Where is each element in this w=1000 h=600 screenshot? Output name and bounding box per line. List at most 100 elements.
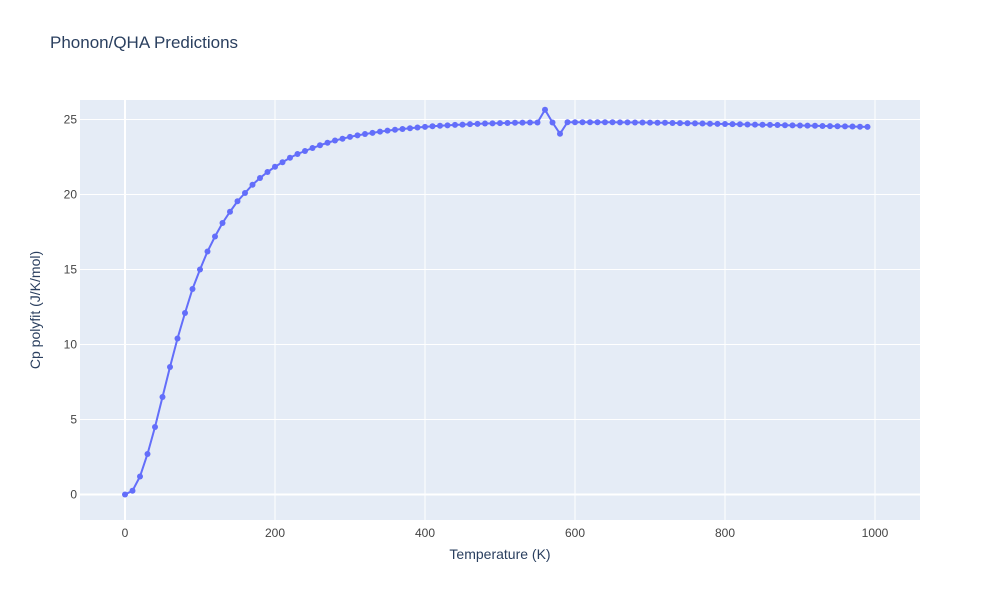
data-point xyxy=(579,119,586,126)
data-point xyxy=(279,159,286,166)
data-point xyxy=(347,133,353,140)
data-point xyxy=(422,123,428,130)
zero-line xyxy=(80,100,920,520)
x-tick-labels: 0 200 400 600 800 1000 xyxy=(122,526,889,540)
data-point xyxy=(384,127,391,134)
data-point xyxy=(684,120,691,127)
data-point xyxy=(542,106,548,113)
data-point xyxy=(587,119,593,126)
y-axis-label: Cp polyfit (J/K/mol) xyxy=(27,250,43,370)
data-point xyxy=(324,139,331,146)
data-point xyxy=(437,122,443,129)
y-tick-label: 25 xyxy=(64,113,78,127)
data-point xyxy=(624,119,631,126)
data-point xyxy=(399,125,406,132)
data-point xyxy=(842,123,848,130)
data-point xyxy=(699,120,706,127)
y-tick-label: 10 xyxy=(64,338,78,352)
data-point xyxy=(594,119,601,126)
data-point xyxy=(519,119,526,126)
series-layer xyxy=(122,106,871,498)
x-tick-label: 1000 xyxy=(862,526,889,540)
data-point xyxy=(354,132,361,139)
data-point xyxy=(819,122,826,129)
data-point xyxy=(849,123,856,130)
data-point xyxy=(752,121,758,128)
data-point xyxy=(789,122,796,129)
data-point xyxy=(242,190,248,196)
x-tick-label: 200 xyxy=(265,526,285,540)
data-point xyxy=(639,119,646,126)
data-point xyxy=(827,123,833,130)
data-point xyxy=(602,119,608,126)
data-point xyxy=(722,121,728,127)
data-point xyxy=(654,119,661,126)
x-tick-label: 400 xyxy=(415,526,435,540)
data-point xyxy=(144,451,151,457)
data-point xyxy=(204,248,211,255)
data-point xyxy=(264,169,271,175)
data-point xyxy=(677,120,683,127)
data-point xyxy=(609,119,616,126)
y-tick-label: 5 xyxy=(70,413,77,427)
data-point xyxy=(669,119,676,126)
y-tick-label: 20 xyxy=(64,188,78,202)
data-point xyxy=(782,122,788,129)
data-point xyxy=(227,208,233,215)
data-point xyxy=(729,121,736,128)
data-point xyxy=(137,473,143,480)
data-point xyxy=(407,125,413,132)
data-point xyxy=(504,119,511,126)
data-point xyxy=(774,122,781,129)
data-point xyxy=(557,130,563,137)
data-point xyxy=(707,120,713,127)
y-tick-labels: 0 5 10 15 20 25 xyxy=(64,113,78,502)
data-point xyxy=(647,119,653,126)
data-point xyxy=(122,491,128,498)
data-point xyxy=(294,151,301,157)
data-point xyxy=(444,122,451,129)
data-point xyxy=(632,119,638,126)
y-tick-label: 0 xyxy=(70,488,77,502)
data-point xyxy=(512,119,518,126)
data-point xyxy=(219,220,226,226)
data-point xyxy=(332,137,338,144)
data-point xyxy=(564,119,571,126)
data-point xyxy=(857,123,863,130)
data-point xyxy=(714,120,721,127)
data-point xyxy=(249,181,256,188)
y-tick-label: 15 xyxy=(64,263,78,277)
data-point xyxy=(167,364,173,370)
data-point xyxy=(174,335,181,342)
data-point xyxy=(377,128,383,135)
data-point xyxy=(159,394,166,400)
data-point xyxy=(459,121,466,128)
data-point xyxy=(429,123,436,130)
data-point xyxy=(309,145,316,151)
data-point xyxy=(152,424,158,430)
data-point xyxy=(317,142,323,149)
data-point xyxy=(759,121,766,128)
data-point xyxy=(797,122,803,129)
data-point xyxy=(662,119,668,126)
data-point xyxy=(129,487,136,494)
x-axis-label: Temperature (K) xyxy=(449,546,551,562)
data-point xyxy=(767,121,773,128)
data-point xyxy=(534,119,541,126)
data-point xyxy=(257,175,263,181)
plot-background xyxy=(80,100,920,520)
data-point xyxy=(452,121,458,128)
data-point xyxy=(339,135,346,142)
data-point xyxy=(804,122,811,129)
data-point xyxy=(489,120,496,127)
data-point xyxy=(369,129,376,136)
data-point xyxy=(362,131,368,138)
data-point xyxy=(864,123,871,130)
chart-title: Phonon/QHA Predictions xyxy=(50,33,239,52)
data-point xyxy=(467,121,473,128)
data-point xyxy=(197,266,203,273)
data-point xyxy=(414,124,421,131)
data-point xyxy=(692,120,698,127)
x-tick-label: 0 xyxy=(122,526,129,540)
